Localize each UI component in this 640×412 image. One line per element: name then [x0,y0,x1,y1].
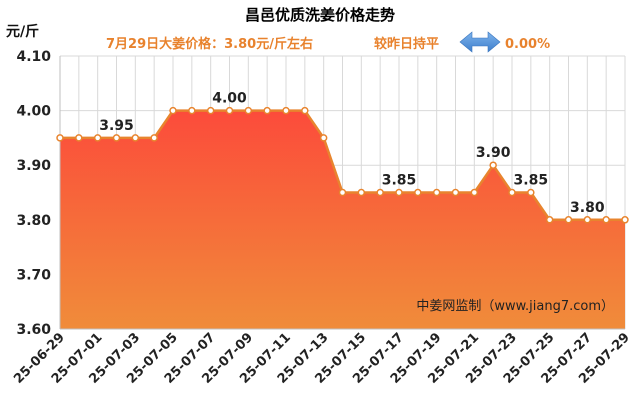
area-fill [60,110,625,329]
data-point [319,134,328,142]
data-labels: 3.954.003.853.903.853.80 [99,91,605,216]
change-percent-text: 0.00% [505,37,550,52]
y-tick-label: 3.70 [16,267,51,283]
data-point [188,106,196,115]
watermark-text: 中姜网监制（www.jiang7.com） [416,299,614,314]
axes [59,56,625,330]
data-point [338,188,347,197]
data-point [489,161,497,169]
data-point [263,106,271,115]
data-point [470,188,479,197]
data-point [301,106,309,115]
data-point [357,188,366,197]
data-point [131,134,140,142]
data-point [451,188,460,197]
price-summary-text: 7月29日大姜价格：3.80元/斤左右 [106,36,313,52]
y-tick-label: 4.00 [16,104,51,120]
data-point [56,134,64,142]
data-point [545,216,554,224]
data-point [282,106,290,115]
data-point [150,134,158,142]
y-axis-tick-labels: 3.60 3.70 3.80 3.90 4.00 4.10 [16,49,51,338]
data-point [621,216,629,224]
data-label: 3.95 [99,118,134,134]
data-point [112,134,121,142]
data-point [376,188,384,197]
data-point [432,188,441,197]
data-points [56,106,629,224]
data-label: 3.85 [514,173,549,189]
y-tick-label: 3.90 [16,158,51,174]
data-point [527,188,535,197]
change-summary-text: 较昨日持平 [374,36,439,52]
data-point [414,188,422,197]
data-label: 4.00 [212,91,247,107]
data-point [93,134,102,142]
data-point [225,106,234,115]
data-point [583,216,592,224]
data-point [169,106,177,115]
data-point [564,216,573,224]
y-tick-label: 3.60 [16,322,51,338]
price-summary: 7月29日大姜价格：3.80元/斤左右 较昨日持平 0.00% [106,31,550,53]
data-point [206,106,215,115]
data-point [395,188,403,197]
y-tick-label: 4.10 [16,49,51,65]
data-point [75,134,83,142]
y-tick-label: 3.80 [16,213,51,229]
data-point [602,216,610,224]
y-axis-unit-label: 元/斤 [6,23,39,40]
data-label: 3.90 [476,145,511,161]
data-point [244,106,253,115]
double-arrow-icon [459,31,501,53]
data-label: 3.80 [570,200,605,216]
x-axis-tick-labels: 25-06-2925-07-0125-07-0325-07-0525-07-07… [11,330,633,387]
chart-title: 昌邑优质洗姜价格走势 [245,6,395,24]
data-point [508,188,516,197]
data-label: 3.85 [382,173,417,189]
